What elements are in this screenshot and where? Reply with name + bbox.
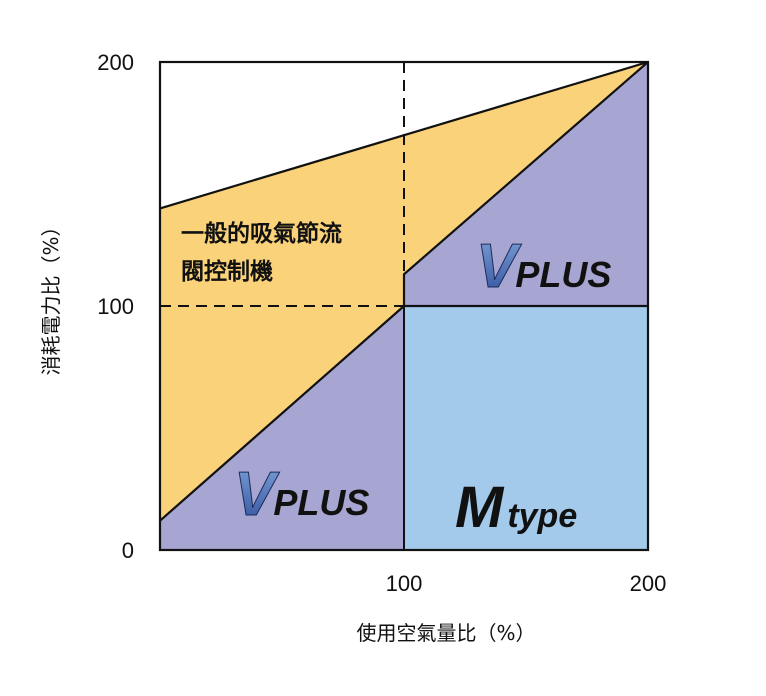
x-tick-label: 100	[386, 571, 423, 596]
conventional-label-line2: 閥控制機	[181, 258, 273, 285]
plot-frame	[158, 60, 650, 552]
y-tick-label: 100	[97, 294, 134, 319]
vplus-logo-upper: VPLUS	[476, 232, 611, 301]
conventional-line	[159, 60, 649, 210]
x-tick-label: 200	[630, 571, 667, 596]
vplus-line	[159, 61, 649, 522]
x-axis-title: 使用空氣量比（%）	[356, 621, 535, 645]
y-axis-title: 消耗電力比（%）	[39, 216, 63, 375]
vplus-logo-lower: VPLUS	[234, 460, 369, 529]
conventional-label-line1: 一般的吸氣節流	[181, 220, 342, 247]
y-tick-label: 200	[97, 50, 134, 75]
mtype-area	[404, 306, 648, 550]
y-tick-label: 0	[122, 538, 134, 563]
